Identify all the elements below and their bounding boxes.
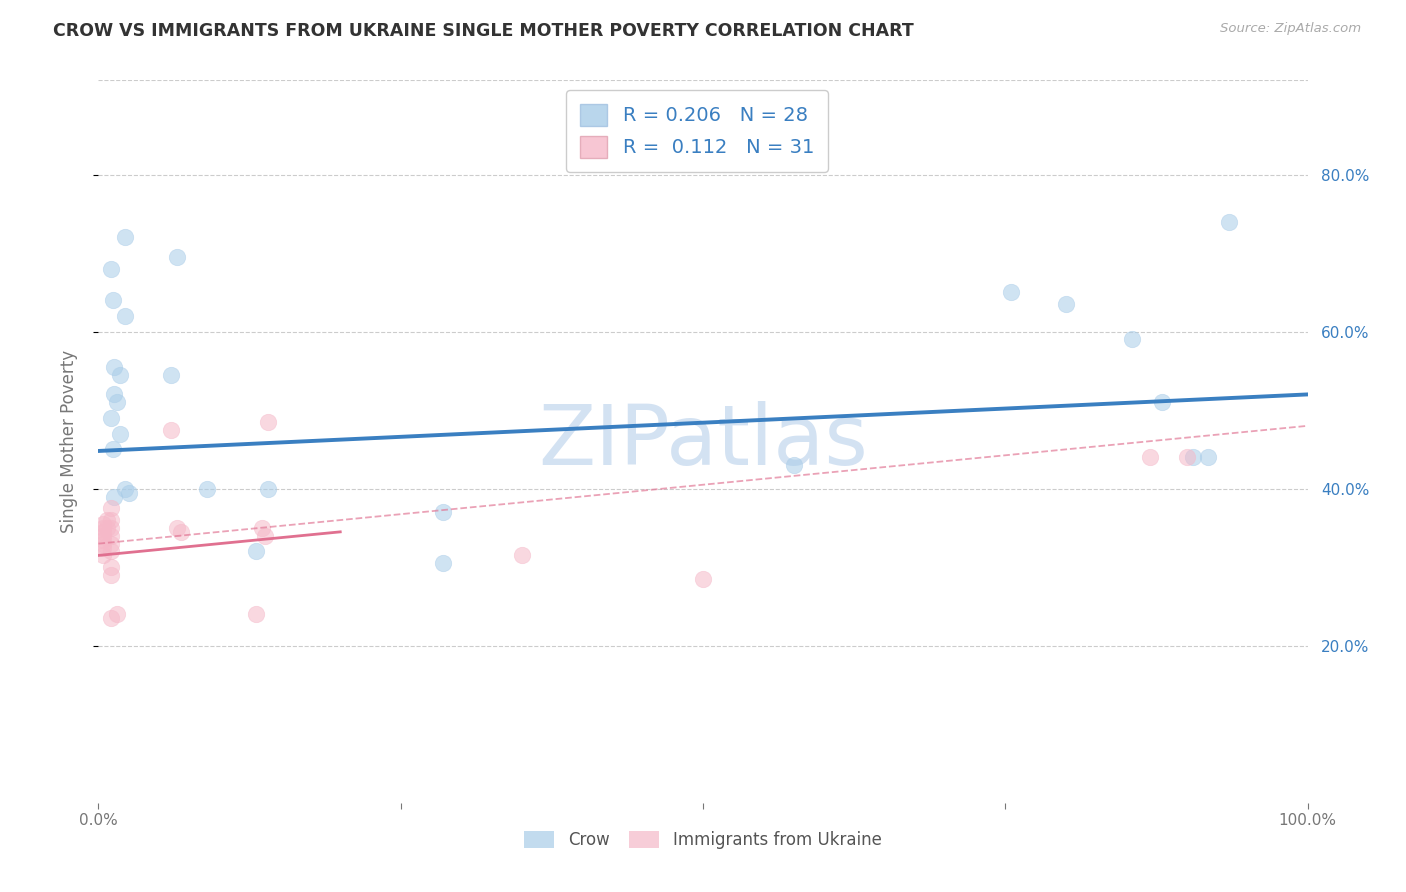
Point: [1000, 285, 1022, 300]
Point: [100, 529, 122, 543]
Point: [96, 521, 118, 535]
Point: [256, 482, 278, 496]
Point: [100, 611, 122, 625]
Point: [96, 513, 118, 527]
Point: [195, 482, 218, 496]
Point: [1197, 450, 1219, 465]
Point: [91, 549, 114, 563]
Point: [118, 485, 141, 500]
Point: [1218, 214, 1240, 228]
Point: [114, 230, 136, 244]
Point: [91, 529, 114, 543]
Point: [103, 387, 125, 401]
Point: [100, 411, 122, 425]
Point: [432, 505, 454, 519]
Point: [250, 521, 273, 535]
Point: [692, 572, 714, 586]
Text: Source: ZipAtlas.com: Source: ZipAtlas.com: [1220, 22, 1361, 36]
Point: [166, 521, 188, 535]
Point: [91, 533, 114, 547]
Point: [245, 607, 267, 622]
Point: [100, 536, 122, 550]
Point: [160, 423, 183, 437]
Point: [103, 359, 125, 374]
Point: [1139, 450, 1161, 465]
Point: [1121, 333, 1143, 347]
Point: [101, 442, 124, 457]
Point: [114, 482, 136, 496]
Point: [103, 490, 125, 504]
Point: [100, 501, 122, 516]
Point: [91, 516, 114, 531]
Point: [91, 524, 114, 539]
Point: [100, 513, 122, 527]
Point: [91, 536, 114, 550]
Point: [100, 261, 122, 276]
Point: [245, 544, 267, 558]
Point: [108, 426, 131, 441]
Point: [100, 568, 122, 582]
Point: [432, 556, 454, 570]
Point: [1054, 297, 1077, 311]
Point: [91, 521, 114, 535]
Point: [108, 368, 131, 382]
Y-axis label: Single Mother Poverty: Single Mother Poverty: [59, 350, 77, 533]
Point: [166, 250, 188, 264]
Point: [100, 560, 122, 574]
Point: [782, 458, 804, 472]
Point: [101, 293, 124, 308]
Point: [1152, 395, 1174, 409]
Point: [100, 544, 122, 558]
Point: [510, 549, 533, 563]
Point: [169, 524, 191, 539]
Point: [1181, 450, 1204, 465]
Point: [1175, 450, 1198, 465]
Text: CROW VS IMMIGRANTS FROM UKRAINE SINGLE MOTHER POVERTY CORRELATION CHART: CROW VS IMMIGRANTS FROM UKRAINE SINGLE M…: [53, 22, 914, 40]
Point: [254, 529, 277, 543]
Point: [100, 521, 122, 535]
Point: [114, 309, 136, 323]
Point: [105, 607, 128, 622]
Text: ZIPatlas: ZIPatlas: [538, 401, 868, 482]
Point: [105, 395, 128, 409]
Point: [256, 415, 278, 429]
Legend: Crow, Immigrants from Ukraine: Crow, Immigrants from Ukraine: [517, 824, 889, 856]
Point: [91, 541, 114, 555]
Point: [160, 368, 183, 382]
